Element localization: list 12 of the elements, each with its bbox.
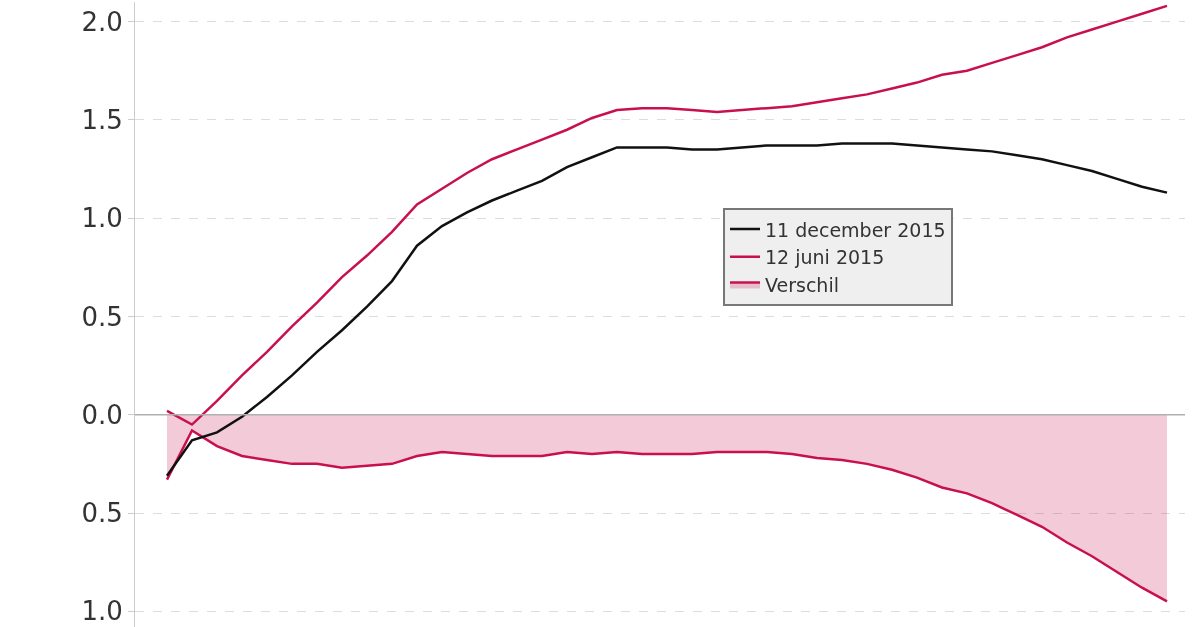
y-tick-label: 0.5 (81, 301, 123, 332)
line-series (165, 142, 1169, 477)
y-tick-label: 1.5 (81, 105, 123, 136)
legend-label: Verschil (765, 273, 839, 296)
y-tick-label: 1.0 (81, 203, 123, 234)
legend-label: 12 juni 2015 (765, 246, 885, 269)
y-tick-label: 0.5 (81, 498, 123, 529)
line-series (165, 4, 1169, 426)
y-tick-label: 1.0 (81, 596, 123, 627)
legend-label: 11 december 2015 (765, 218, 946, 241)
y-tick-label: 2.0 (81, 6, 123, 37)
y-tick-label: 0.0 (81, 399, 123, 430)
